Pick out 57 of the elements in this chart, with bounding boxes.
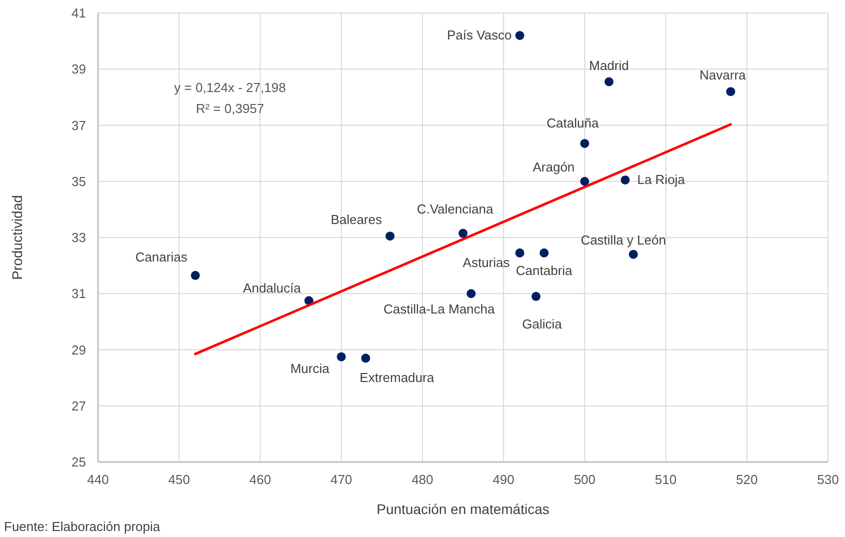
x-tick-label: 440 [87,472,109,487]
annotation: Navarra [700,68,747,83]
point [604,77,614,86]
point [515,248,524,258]
y-tick-label: 31 [72,286,86,302]
y-tick-label: 37 [72,118,86,133]
annotation: Asturias [462,254,510,270]
y-tick-label: 35 [72,174,86,189]
annotation: Aragón [532,159,575,174]
annotation: Andalucía [243,280,302,296]
y-tick-label: 27 [72,398,86,414]
y-tick-label: 33 [72,230,86,245]
x-tick-label: 520 [736,472,758,487]
annotation: País Vasco [446,27,512,42]
point [532,292,540,301]
point [386,232,394,241]
point [580,138,590,148]
annotation: Extremadura [360,370,435,386]
point [466,289,476,298]
point [580,176,590,186]
point [628,250,638,259]
source-note: Fuente: Elaboración propia [4,519,161,534]
annotation: Baleares [330,212,382,228]
point [515,30,524,40]
annotation: La Rioja [637,172,686,187]
annotation: R² = 0,3957 [196,101,264,116]
y-tick-label: 39 [72,62,86,77]
point [190,270,200,280]
x-tick-label: 450 [168,472,190,487]
annotation: Cantabria [516,262,574,278]
x-tick-label: 460 [249,472,272,487]
x-axis-title: Puntuación en matemáticas [376,501,550,517]
y-tick-label: 25 [72,454,86,470]
annotation: Murcia [290,360,330,376]
annotation: C.Valenciana [416,201,494,216]
x-tick-label: 470 [330,472,352,487]
x-tick-label: 510 [654,472,677,487]
annotation: Cataluña [546,115,600,130]
y-axis-title: Productividad [9,195,25,280]
annotation: y = 0,124x - 27,198 [174,80,286,95]
point [458,228,468,238]
annotation: Castilla-La Mancha [383,302,496,317]
point [361,354,370,363]
point [540,248,549,258]
point [620,175,630,184]
point [336,352,346,362]
annotation: Castilla y León [580,232,666,248]
annotation: Madrid [589,58,629,73]
annotation: Canarias [135,249,188,264]
x-tick-label: 530 [817,472,839,487]
annotation: Galicia [522,316,563,332]
x-tick-label: 490 [492,472,514,487]
point [726,87,736,96]
x-tick-label: 480 [412,472,434,487]
y-tick-label: 41 [72,6,86,20]
y-tick-label: 29 [72,342,86,358]
x-tick-label: 500 [574,472,596,487]
